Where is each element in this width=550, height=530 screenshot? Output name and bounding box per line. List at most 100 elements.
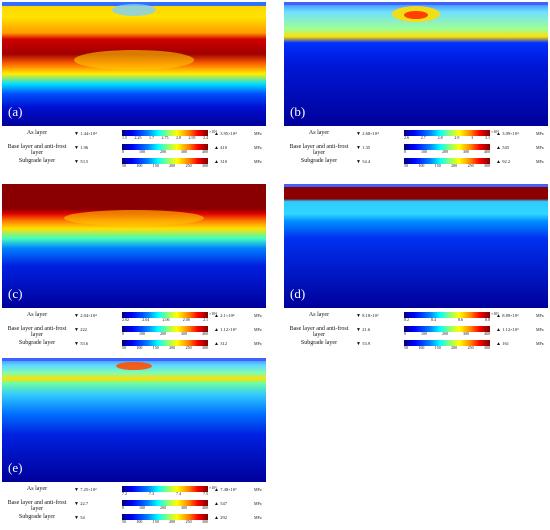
min-value: 53.6: [74, 341, 88, 348]
min-value: 8.18×10³: [356, 313, 378, 320]
tick-labels: 1.5 2.25 1.7 2.75 2.8 2.95 2.4: [122, 135, 208, 140]
legend-row-base-layer: Base layer and anti-frost layer 1.96 010…: [2, 144, 266, 157]
max-value: 2.1×10⁴: [214, 313, 234, 320]
panel-label: (c): [8, 286, 23, 301]
row-label: As layer: [26, 486, 48, 492]
max-value: 1.12×10³: [214, 327, 236, 334]
row-label: As layer: [26, 130, 48, 136]
panel-b: (b) As layer 2.68×10⁴ 2.62.72.82.933.1 ×…: [284, 2, 548, 172]
tick-labels: 0 100 200 300 400: [122, 331, 208, 336]
row-label: As layer: [308, 312, 330, 318]
max-value: 92.2: [496, 159, 510, 166]
max-value: 547: [214, 501, 227, 508]
legend-row-base-layer: Base layer and anti-frost layer 22.7 010…: [2, 500, 266, 513]
unit-label: MPa: [254, 487, 262, 492]
color-bar: [122, 312, 208, 318]
max-value: 545: [496, 145, 509, 152]
min-value: 222: [74, 327, 87, 334]
color-bar: [122, 144, 208, 150]
color-bar: [404, 144, 490, 150]
panel-label: (a): [8, 104, 23, 119]
tick-labels: 2.02 2.04 2.06 2.08 2.1: [122, 317, 208, 322]
unit-label: MPa: [536, 159, 544, 164]
legend-row-base-layer: Base layer and anti-frost layer 222 0100…: [2, 326, 266, 339]
legend-row-as-layer: As layer 8.18×10³ 8.28.48.68.8 ×10³ 8.89…: [284, 311, 548, 325]
exponent-label: ×10³: [209, 485, 217, 490]
unit-label: MPa: [536, 145, 544, 150]
unit-label: MPa: [536, 327, 544, 332]
tick-labels: 50 100 150 200 250 300: [404, 163, 490, 168]
row-label: Subgrade layer: [300, 158, 338, 164]
unit-label: MPa: [536, 313, 544, 318]
min-value: 21.6: [356, 327, 370, 334]
contour-plot-d: (d): [284, 184, 548, 308]
contour-plot-b: (b): [284, 2, 548, 126]
legend-d: As layer 8.18×10³ 8.28.48.68.8 ×10³ 8.89…: [284, 311, 548, 356]
row-label: Base layer and anti-frost layer: [7, 500, 67, 512]
panel-d: (d) As layer 8.18×10³ 8.28.48.68.8 ×10³ …: [284, 184, 548, 354]
row-label: Base layer and anti-frost layer: [7, 144, 67, 156]
tick-labels: 0 100 200 300 400: [404, 149, 490, 154]
min-value: 54.4: [356, 159, 370, 166]
unit-label: MPa: [254, 341, 262, 346]
max-value: 410: [214, 145, 227, 152]
panel-label: (d): [290, 286, 306, 301]
color-bar: [122, 340, 208, 346]
max-value: 292: [214, 515, 227, 522]
max-value: 310: [214, 159, 227, 166]
unit-label: MPa: [254, 131, 262, 136]
tick-labels: 8.2 8.4 8.6 8.8: [404, 317, 490, 322]
max-value: 3.95×10⁴: [214, 131, 236, 138]
min-value: 22.7: [74, 501, 88, 508]
legend-row-as-layer: As layer 7.25×10³ 7.27.37.47.5 ×10³ 7.48…: [2, 485, 266, 499]
exponent-label: ×10⁴: [491, 129, 499, 134]
color-bar: [404, 326, 490, 332]
color-bar: [122, 500, 208, 506]
max-value: 312: [214, 341, 227, 348]
unit-label: MPa: [254, 313, 262, 318]
panel-a: (a) As layer 1.44×10⁴ 1.52.251.72.752.82…: [2, 2, 266, 172]
panel-label: (b): [290, 104, 306, 119]
legend-row-as-layer: As layer 2.04×10⁴ 2.022.042.062.082.1 ×1…: [2, 311, 266, 325]
panel-c: (c) As layer 2.04×10⁴ 2.022.042.062.082.…: [2, 184, 266, 354]
unit-label: MPa: [254, 327, 262, 332]
max-value: 1.12×10³: [496, 327, 518, 334]
unit-label: MPa: [536, 341, 544, 346]
min-value: 1.35: [356, 145, 370, 152]
min-value: 53.9: [356, 341, 370, 348]
row-label: Base layer and anti-frost layer: [7, 326, 67, 338]
row-label: Subgrade layer: [18, 340, 56, 346]
legend-row-as-layer: As layer 1.44×10⁴ 1.52.251.72.752.82.952…: [2, 129, 266, 143]
row-label: Subgrade layer: [18, 514, 56, 520]
tick-labels: 50 100 150 200 250 300: [122, 345, 208, 350]
row-label: As layer: [26, 312, 48, 318]
tick-labels: 50 100 150 200 250 300: [122, 519, 208, 524]
color-bar: [404, 130, 490, 136]
exponent-label: ×10³: [491, 311, 499, 316]
color-bar: [122, 514, 208, 520]
max-value: 3.09×10⁴: [496, 131, 518, 138]
color-bar: [404, 158, 490, 164]
max-value: 8.89×10³: [496, 313, 518, 320]
tick-labels: 0 100 200 300 400: [122, 505, 208, 510]
tick-labels: 2.6 2.7 2.8 2.9 3 3.1: [404, 135, 490, 140]
tick-labels: 50 100 150 200 250 300: [404, 345, 490, 350]
min-value: 53.5: [74, 159, 88, 166]
color-bar: [122, 130, 208, 136]
color-bar: [404, 312, 490, 318]
color-bar: [404, 340, 490, 346]
row-label: Subgrade layer: [300, 340, 338, 346]
min-value: 2.68×10⁴: [356, 131, 378, 138]
legend-row-base-layer: Base layer and anti-frost layer 21.6 010…: [284, 326, 548, 339]
contour-plot-a: (a): [2, 2, 266, 126]
row-label: Subgrade layer: [18, 158, 56, 164]
max-value: 161: [496, 341, 509, 348]
tick-labels: 50 100 150 200 250 300: [122, 163, 208, 168]
min-value: 1.96: [74, 145, 88, 152]
row-label: Base layer and anti-frost layer: [289, 144, 349, 156]
legend-e: As layer 7.25×10³ 7.27.37.47.5 ×10³ 7.48…: [2, 485, 266, 530]
unit-label: MPa: [254, 515, 262, 520]
